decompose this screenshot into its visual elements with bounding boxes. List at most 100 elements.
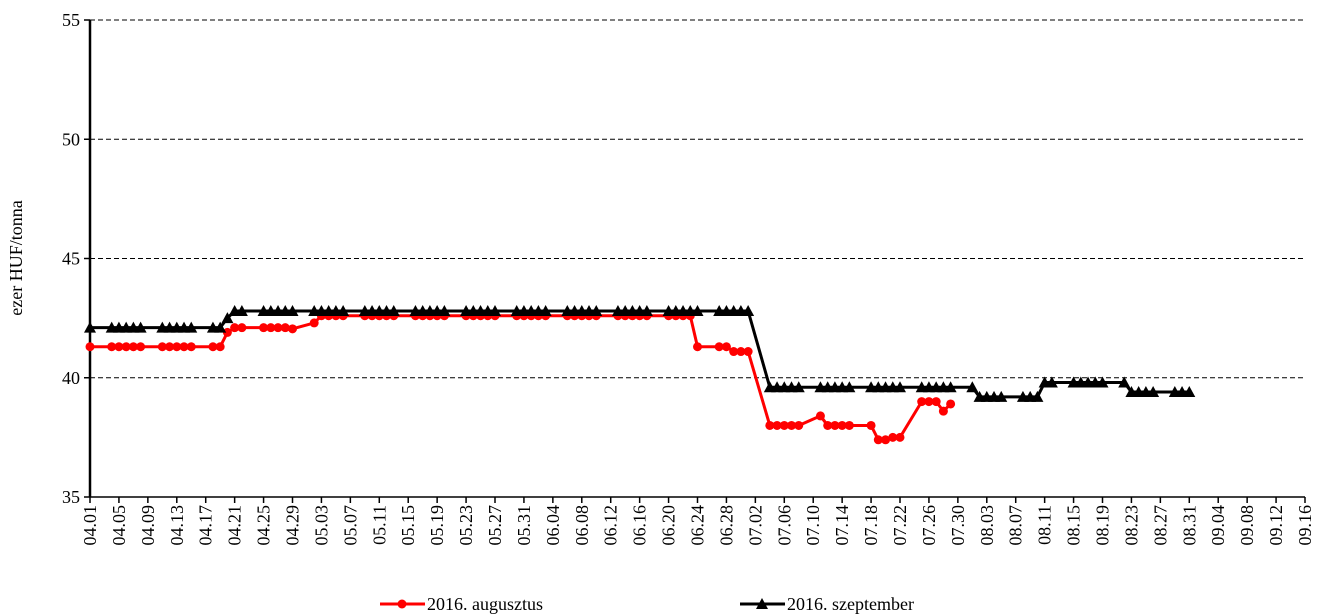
marker xyxy=(966,381,979,393)
x-tick-label: 06.24 xyxy=(688,505,708,546)
marker xyxy=(186,342,196,352)
y-tick-label: 55 xyxy=(62,10,80,30)
marker xyxy=(866,420,876,430)
x-tick-label: 05.27 xyxy=(485,505,505,546)
marker xyxy=(1096,376,1109,388)
x-tick-label: 09.08 xyxy=(1237,505,1257,546)
marker xyxy=(85,342,95,352)
x-tick-label: 07.14 xyxy=(832,505,852,546)
x-tick-label: 08.31 xyxy=(1179,505,1199,546)
x-tick-label: 05.03 xyxy=(311,505,331,546)
marker xyxy=(185,321,198,333)
x-tick-label: 09.16 xyxy=(1295,505,1315,546)
marker xyxy=(214,321,227,333)
marker xyxy=(924,397,934,407)
marker xyxy=(215,342,225,352)
y-tick-label: 40 xyxy=(62,368,80,388)
marker xyxy=(823,420,833,430)
x-tick-label: 07.18 xyxy=(861,505,881,546)
marker xyxy=(917,397,927,407)
marker xyxy=(895,432,905,442)
x-tick-label: 09.12 xyxy=(1266,505,1286,546)
marker xyxy=(1183,386,1196,398)
marker xyxy=(995,390,1008,402)
x-tick-label: 07.30 xyxy=(948,505,968,546)
marker xyxy=(84,321,96,333)
marker xyxy=(172,342,182,352)
marker xyxy=(946,399,956,409)
marker xyxy=(107,342,117,352)
marker xyxy=(221,312,234,324)
x-tick-label: 08.19 xyxy=(1093,505,1113,546)
marker xyxy=(931,397,941,407)
x-tick-label: 08.27 xyxy=(1150,505,1170,546)
x-tick-label: 07.02 xyxy=(745,505,765,546)
x-tick-label: 07.26 xyxy=(919,505,939,546)
marker xyxy=(157,342,167,352)
marker xyxy=(830,420,840,430)
x-tick-label: 04.29 xyxy=(283,505,303,546)
marker xyxy=(691,304,704,316)
legend-item: 2016. szeptember xyxy=(740,594,914,614)
marker xyxy=(121,342,131,352)
marker xyxy=(128,342,138,352)
marker xyxy=(787,420,797,430)
y-tick-label: 35 xyxy=(62,487,80,507)
marker xyxy=(1118,376,1131,388)
x-tick-label: 04.05 xyxy=(109,505,129,546)
y-axis-label: ezer HUF/tonna xyxy=(6,200,26,315)
x-tick-label: 05.19 xyxy=(427,505,447,546)
marker xyxy=(208,342,218,352)
marker xyxy=(815,411,825,421)
x-tick-label: 05.11 xyxy=(369,505,389,545)
marker xyxy=(794,420,804,430)
x-tick-label: 04.13 xyxy=(167,505,187,546)
marker xyxy=(273,323,283,333)
x-tick-label: 05.23 xyxy=(456,505,476,546)
marker xyxy=(693,342,702,352)
x-tick-label: 08.07 xyxy=(1006,505,1026,546)
marker xyxy=(843,381,856,393)
marker xyxy=(837,420,847,430)
x-tick-label: 06.08 xyxy=(572,505,592,546)
x-tick-label: 04.21 xyxy=(225,505,245,546)
marker xyxy=(259,323,269,333)
marker xyxy=(337,304,350,316)
x-tick-label: 06.28 xyxy=(716,505,736,546)
marker xyxy=(765,420,775,430)
marker xyxy=(881,435,891,445)
marker xyxy=(779,420,789,430)
x-tick-label: 06.04 xyxy=(543,505,563,546)
marker xyxy=(792,381,805,393)
x-tick-label: 06.12 xyxy=(601,505,621,546)
marker xyxy=(288,324,297,334)
marker xyxy=(235,304,248,316)
x-tick-label: 04.25 xyxy=(254,505,274,546)
marker xyxy=(844,420,854,430)
marker xyxy=(894,381,906,393)
marker xyxy=(222,327,232,337)
marker xyxy=(114,342,124,352)
x-tick-label: 07.06 xyxy=(774,505,794,546)
x-tick-label: 05.31 xyxy=(514,505,534,546)
marker xyxy=(134,321,147,333)
x-tick-label: 08.03 xyxy=(977,505,997,546)
x-tick-label: 04.17 xyxy=(196,505,216,546)
marker xyxy=(721,342,731,352)
marker xyxy=(286,304,299,316)
marker xyxy=(944,381,957,393)
marker xyxy=(165,342,175,352)
x-tick-label: 04.09 xyxy=(138,505,158,546)
x-tick-label: 07.22 xyxy=(890,505,910,546)
marker xyxy=(590,304,603,316)
marker xyxy=(938,406,948,416)
marker xyxy=(1045,376,1058,388)
x-tick-label: 06.20 xyxy=(659,505,679,546)
marker xyxy=(729,347,739,357)
y-tick-label: 50 xyxy=(62,129,80,149)
legend-label: 2016. augusztus xyxy=(427,594,543,614)
marker xyxy=(539,304,552,316)
marker xyxy=(736,347,746,357)
marker xyxy=(179,342,189,352)
